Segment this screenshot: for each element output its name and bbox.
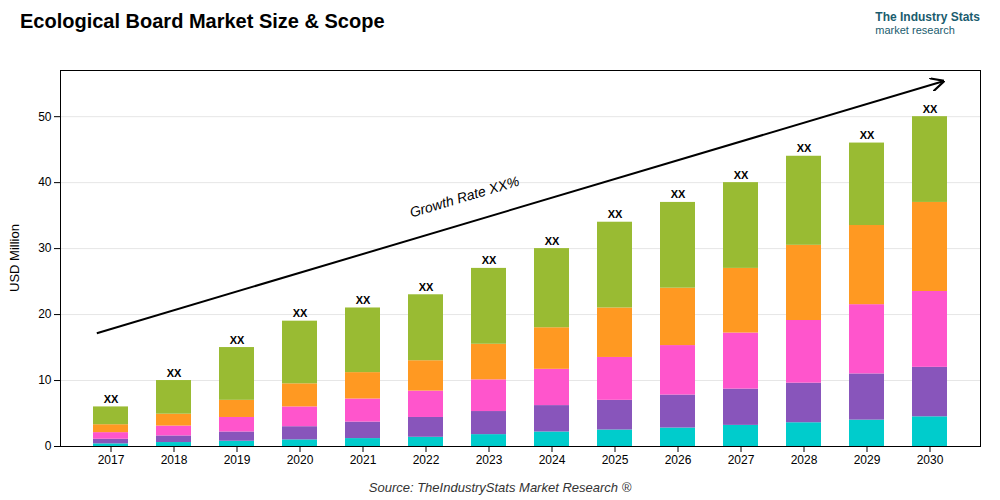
svg-text:XX: XX <box>482 254 497 266</box>
html-text:Ecological Board Market Size &: Ecological Board Market Size & Scope <box>20 10 385 32</box>
svg-text:XX: XX <box>293 307 308 319</box>
svg-text:2025: 2025 <box>602 453 629 467</box>
svg-text:2021: 2021 <box>350 453 377 467</box>
svg-text:2020: 2020 <box>287 453 314 467</box>
svg-text:USD Million: USD Million <box>7 224 22 292</box>
svg-text:XX: XX <box>419 281 434 293</box>
html-text:Source: TheIndustryStats Marke: Source: TheIndustryStats Market Research… <box>368 480 632 495</box>
svg-text:XX: XX <box>545 235 560 247</box>
html-text:The Industry Stats: The Industry Stats <box>875 10 980 24</box>
svg-text:XX: XX <box>230 334 245 346</box>
svg-text:2023: 2023 <box>476 453 503 467</box>
svg-text:XX: XX <box>923 103 938 115</box>
svg-text:10: 10 <box>38 373 52 387</box>
svg-text:XX: XX <box>860 129 875 141</box>
html-text:market research: market research <box>875 24 955 37</box>
svg-text:XX: XX <box>356 294 371 306</box>
svg-text:XX: XX <box>104 393 119 405</box>
svg-text:2024: 2024 <box>539 453 566 467</box>
svg-text:XX: XX <box>797 142 812 154</box>
svg-text:50: 50 <box>38 110 52 124</box>
svg-text:2017: 2017 <box>98 453 125 467</box>
svg-text:0: 0 <box>45 439 52 453</box>
svg-text:2027: 2027 <box>728 453 755 467</box>
svg-text:2022: 2022 <box>413 453 440 467</box>
svg-text:40: 40 <box>38 175 52 189</box>
svg-text:Growth Rate XX%: Growth Rate XX% <box>408 173 521 221</box>
svg-text:2029: 2029 <box>854 453 881 467</box>
svg-text:2019: 2019 <box>224 453 251 467</box>
svg-text:30: 30 <box>38 241 52 255</box>
svg-text:XX: XX <box>671 188 686 200</box>
svg-text:2030: 2030 <box>917 453 944 467</box>
svg-text:2028: 2028 <box>791 453 818 467</box>
svg-text:XX: XX <box>734 169 749 181</box>
svg-text:20: 20 <box>38 307 52 321</box>
svg-text:2026: 2026 <box>665 453 692 467</box>
svg-text:2018: 2018 <box>161 453 188 467</box>
svg-text:XX: XX <box>167 367 182 379</box>
svg-text:XX: XX <box>608 208 623 220</box>
